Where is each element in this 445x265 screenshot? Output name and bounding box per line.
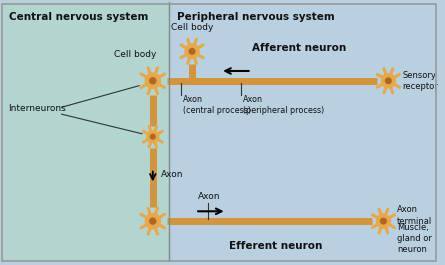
Circle shape [380, 218, 386, 224]
Text: Axon
(peripheral process): Axon (peripheral process) [243, 95, 324, 115]
Circle shape [189, 48, 195, 54]
Text: Axon
(central process): Axon (central process) [182, 95, 251, 115]
Text: Axon: Axon [161, 170, 183, 179]
Circle shape [145, 73, 160, 88]
Circle shape [150, 78, 156, 84]
Circle shape [385, 78, 391, 83]
Circle shape [150, 218, 156, 224]
Circle shape [145, 214, 160, 229]
Text: Cell body: Cell body [114, 50, 156, 59]
Circle shape [150, 134, 155, 139]
Text: Axon: Axon [198, 192, 221, 201]
Text: Efferent neuron: Efferent neuron [230, 241, 323, 251]
Circle shape [147, 131, 159, 143]
Circle shape [185, 44, 199, 58]
Text: Peripheral nervous system: Peripheral nervous system [177, 12, 335, 22]
Text: Cell body: Cell body [171, 23, 213, 32]
Text: Axon
terminal: Axon terminal [397, 205, 433, 226]
Text: Central nervous system: Central nervous system [8, 12, 148, 22]
Text: Sensory
receptor: Sensory receptor [402, 71, 438, 91]
Text: Afferent neuron: Afferent neuron [252, 43, 347, 53]
Text: Muscle,
gland or
neuron: Muscle, gland or neuron [397, 223, 432, 254]
Circle shape [381, 74, 395, 88]
Circle shape [376, 214, 390, 228]
Bar [1, 2, 169, 262]
Text: Interneurons: Interneurons [8, 104, 66, 113]
Bar [169, 2, 437, 262]
